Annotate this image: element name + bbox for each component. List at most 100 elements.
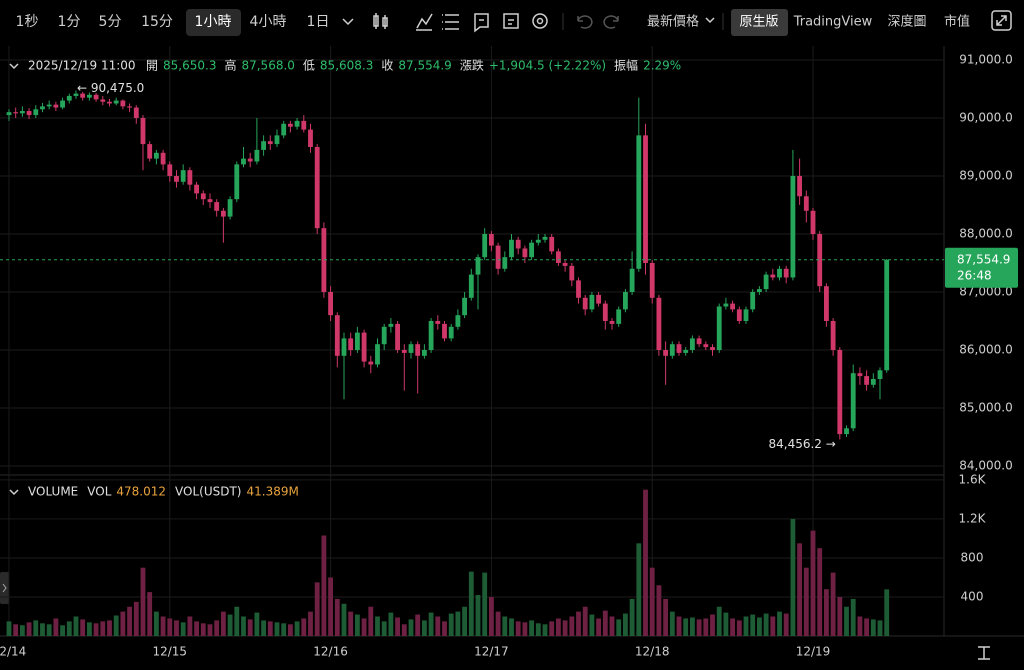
candle-body	[287, 123, 293, 127]
volume-bar	[616, 619, 622, 636]
candle-body	[13, 112, 19, 114]
price-source-chevron[interactable]	[705, 17, 715, 24]
candle-body	[33, 109, 39, 116]
volume-bar	[174, 620, 179, 636]
volume-bar	[535, 623, 541, 636]
draw-icon[interactable]	[474, 13, 489, 33]
volume-bar	[26, 622, 32, 636]
last-price-tag	[945, 247, 1018, 288]
candle-type-icon[interactable]	[373, 13, 388, 29]
interval-button[interactable]: 5分	[99, 14, 122, 30]
candle-body	[180, 170, 186, 182]
redo-icon[interactable]	[603, 15, 619, 29]
view-tab[interactable]: 原生版	[739, 15, 778, 30]
candle-body	[750, 291, 756, 310]
volume-bar	[334, 598, 340, 636]
candle-body	[334, 315, 340, 356]
legend-label: 漲跌	[460, 58, 484, 73]
volume-bar	[6, 621, 12, 636]
volume-bar	[669, 611, 675, 636]
x-tick-label: 12/15	[152, 645, 187, 659]
candle-body	[509, 239, 514, 258]
x-tick-label: 12/17	[474, 645, 509, 659]
indicator-icon[interactable]	[416, 13, 433, 31]
candle-body	[629, 268, 635, 292]
volume-tick-label: 1.6K	[959, 472, 987, 486]
volume-bar	[509, 618, 514, 636]
volume-bar	[100, 621, 106, 636]
price-source[interactable]: 最新價格	[647, 14, 699, 30]
volume-collapse[interactable]	[9, 489, 19, 496]
candle-body	[763, 274, 769, 290]
volume-bar	[194, 621, 199, 636]
x-tick-label: 12/19	[796, 645, 831, 659]
interval-button[interactable]: 1秒	[16, 14, 39, 30]
candle-body	[361, 332, 367, 362]
settings-icon[interactable]	[532, 13, 548, 29]
candle-body	[643, 135, 648, 263]
candle-body	[294, 120, 300, 127]
volume-bar	[716, 606, 722, 636]
candle-body	[354, 332, 360, 350]
candle-body	[730, 303, 736, 310]
candle-body	[281, 123, 287, 136]
candle-body	[555, 251, 561, 263]
volume-bar	[710, 614, 715, 636]
active-interval-bg	[186, 9, 241, 36]
volume-bar	[408, 619, 414, 636]
time-axis-icon[interactable]	[978, 646, 990, 660]
volume-bar	[468, 571, 474, 636]
volume-bar	[596, 618, 602, 636]
fullscreen-icon[interactable]	[991, 10, 1012, 31]
candle-body	[241, 158, 246, 165]
volume-bar	[629, 598, 635, 636]
candle-body	[475, 257, 481, 275]
volume-tick-label: 800	[961, 550, 984, 564]
y-tick-label: 84,000.0	[959, 458, 1012, 472]
candle-body	[274, 135, 280, 145]
template-icon[interactable]	[442, 14, 459, 30]
view-tab[interactable]: 市值	[944, 14, 970, 30]
candle-body	[636, 135, 642, 269]
side-tab[interactable]	[0, 572, 9, 604]
legend-value: 85,608.3	[320, 59, 373, 73]
legend-value: 87,568.0	[241, 59, 294, 73]
candle-body	[864, 376, 870, 385]
interval-button[interactable]: 1分	[58, 14, 81, 30]
volume-bar	[475, 595, 481, 636]
candle-body	[703, 344, 709, 348]
candle-body	[53, 104, 59, 108]
volume-bar	[803, 567, 809, 636]
candle-body	[723, 303, 729, 307]
candle-body	[569, 265, 575, 281]
candle-body	[80, 93, 86, 98]
volume-bar	[53, 618, 59, 636]
interval-button[interactable]: 1日	[307, 14, 330, 30]
interval-button[interactable]: 4小時	[250, 14, 287, 30]
legend-collapse[interactable]	[9, 63, 19, 70]
volume-bar	[622, 613, 628, 636]
candle-body	[234, 164, 240, 200]
view-tab[interactable]: TradingView	[793, 15, 873, 30]
interval-more[interactable]	[342, 18, 354, 26]
volume-bar	[73, 616, 79, 636]
volume-bar	[241, 616, 246, 636]
alert-icon[interactable]	[503, 13, 519, 29]
candle-body	[743, 309, 749, 321]
candle-body	[153, 152, 159, 159]
volume-bar	[877, 620, 883, 636]
view-tab[interactable]: 深度圖	[887, 14, 926, 30]
y-tick-label: 85,000.0	[959, 400, 1012, 414]
candle-body	[60, 100, 65, 108]
interval-button[interactable]: 15分	[141, 14, 173, 30]
volume-bar	[281, 623, 287, 636]
undo-icon[interactable]	[577, 15, 593, 29]
volume-bar	[783, 613, 789, 636]
interval-button[interactable]: 1小時	[195, 14, 232, 30]
volume-bar	[488, 596, 494, 636]
candle-body	[549, 236, 555, 252]
volume-bar	[696, 619, 702, 636]
volume-bar	[348, 611, 354, 636]
volume-bar	[167, 618, 173, 636]
